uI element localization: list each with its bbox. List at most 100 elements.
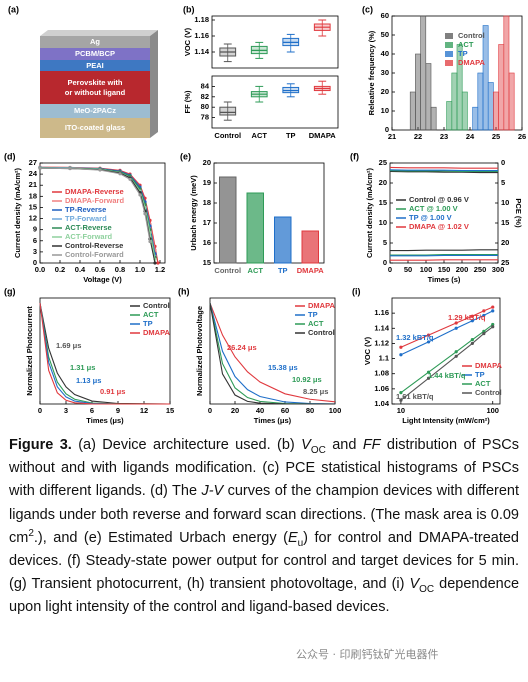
legend-swatch [445, 60, 453, 66]
legend-label: TP @ 1.00 V [409, 213, 452, 222]
y-tick-label: 30 [381, 68, 389, 77]
legend-label: Control [475, 388, 502, 397]
annotation: 1.32 kBT/q [396, 333, 434, 342]
x-tick-label: 200 [456, 265, 469, 274]
data-point [482, 309, 486, 313]
y-tick-label: 60 [381, 11, 389, 20]
x-tick-label: 0.6 [95, 265, 105, 274]
caption-text: distribution of PSCs without and with li… [9, 437, 519, 500]
data-line [400, 326, 494, 401]
data-point [426, 376, 431, 380]
histogram-bar [493, 91, 499, 131]
data-point [482, 331, 486, 336]
layer-label: PEAI [86, 61, 104, 70]
x-tick-label: 24 [466, 132, 475, 141]
legend-label: DMAPA [475, 361, 503, 370]
data-line [39, 302, 171, 405]
y-tick-label: 24 [29, 169, 38, 178]
x-tick-label: 0 [38, 406, 42, 415]
caption-text: u [297, 537, 304, 549]
stack-side [150, 30, 158, 138]
histogram-bar [508, 72, 515, 131]
data-point [426, 370, 431, 374]
legend-label: Control [458, 31, 485, 40]
legend-label: ACT-Reverse [65, 223, 112, 232]
y-tick-label: 80 [201, 102, 209, 111]
histogram-bar [425, 63, 432, 131]
panel-label: (b) [183, 4, 195, 14]
y-tick-label: 0 [501, 158, 505, 167]
caption-text: FF [362, 437, 381, 453]
x-tick-label: 10 [397, 406, 405, 415]
y-axis-label: Current density (mA/cm²) [365, 167, 374, 258]
x-tick-label: ACT [248, 266, 264, 275]
data-line [389, 166, 498, 169]
data-point [38, 166, 42, 170]
y-tick-label: 0 [33, 258, 37, 267]
y-tick-label: 1.14 [374, 323, 389, 332]
panel-label: (c) [362, 4, 373, 14]
x-tick-label: 23 [440, 132, 448, 141]
data-point [138, 193, 142, 197]
x-tick-label: 250 [474, 265, 487, 274]
y-tick-label: 1.16 [374, 308, 389, 317]
caption-text: curves of the champion devices with diff… [9, 483, 520, 546]
y-tick-label: 78 [201, 113, 209, 122]
bar [301, 230, 319, 264]
legend-label: Control-Forward [65, 250, 124, 259]
bar [274, 216, 292, 264]
y-tick-label: 5 [501, 178, 505, 187]
histogram-bar [430, 106, 437, 131]
data-line [400, 310, 493, 356]
y-tick-label: 25 [379, 158, 387, 167]
y-tick-label: 21 [29, 180, 37, 189]
y-axis-label: Normalized Photovoltage [195, 306, 204, 396]
panel-label: (f) [350, 151, 359, 161]
legend-label: TP [143, 319, 153, 328]
data-line [39, 302, 170, 405]
y-axis-label: Releative frequency (%) [367, 30, 376, 115]
y-tick-label: 10 [381, 106, 389, 115]
x-tick-label: DMAPA [297, 266, 325, 275]
data-point [454, 354, 458, 358]
caption-text: and [325, 437, 363, 453]
y-tick-label: 3 [33, 247, 37, 256]
histogram-bar [487, 82, 494, 131]
axes-frame [211, 15, 339, 69]
layer [40, 48, 150, 60]
caption-text: V [301, 437, 311, 453]
y-tick-label: 0 [383, 258, 387, 267]
y-tick-label: 20 [501, 238, 509, 247]
box [219, 106, 237, 116]
annotation: 1.44 kBT/q [428, 371, 466, 380]
data-point [491, 325, 495, 329]
x-tick-label: 20 [231, 406, 239, 415]
layer [40, 36, 150, 48]
y-tick-label: 15 [379, 198, 387, 207]
data-point [470, 341, 474, 346]
bar [246, 192, 264, 264]
x-tick-label: 40 [256, 406, 264, 415]
data-point [399, 353, 403, 357]
histogram-bar [482, 25, 489, 131]
x-tick-label: 21 [388, 132, 396, 141]
legend-label: Control @ 0.96 V [409, 195, 469, 204]
data-point [128, 177, 132, 181]
axes-frame [39, 162, 166, 264]
bar [219, 176, 237, 264]
data-point [426, 340, 431, 344]
legend-label: DMAPA-Reverse [65, 187, 124, 196]
device-stack: (a) Ag PCBM/BCP PEAI Perovskite with or … [8, 4, 158, 138]
y-tick-label: 1.06 [374, 384, 389, 393]
x-tick-label: 25 [492, 132, 500, 141]
y-tick-label: 27 [29, 158, 37, 167]
y-tick-label: 0 [385, 125, 389, 134]
x-axis-label: Light Intensity (mW/cm²) [402, 416, 490, 425]
y-tick-label: 9 [33, 225, 37, 234]
legend-label: ACT [475, 379, 491, 388]
x-axis-label: Times (s) [428, 275, 461, 284]
data-point [454, 321, 458, 325]
panel-label: (a) [8, 4, 19, 14]
x-tick-label: 1.2 [155, 265, 165, 274]
axes-frame [391, 297, 501, 405]
